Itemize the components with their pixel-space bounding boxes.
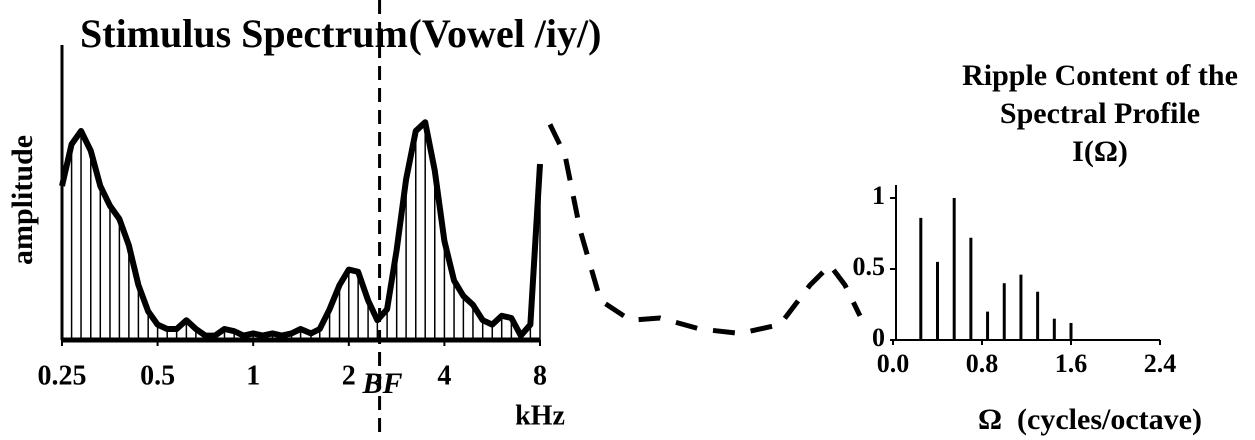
y-tick-label: 0: [872, 323, 885, 352]
x-axis-label: kHz: [515, 400, 565, 431]
bf-label: BF: [362, 367, 403, 400]
chart-title: I(Ω): [1072, 135, 1128, 168]
chart-title: Stimulus Spectrum: [80, 11, 408, 56]
spectrum-line: [547, 123, 863, 336]
chart-title: Ripple Content of the: [962, 59, 1238, 92]
x-tick-label: 4: [437, 360, 451, 391]
chart-title: Spectral Profile: [1000, 97, 1200, 130]
x-tick-label: 0.8: [966, 349, 999, 378]
spectrum-line: [59, 119, 543, 339]
x-tick-label: 1: [246, 360, 260, 391]
x-tick-label: 0.25: [38, 360, 87, 391]
x-tick-label: 0.5: [140, 360, 175, 391]
x-tick-label: 2: [342, 360, 356, 391]
y-tick-label: 1: [872, 181, 885, 210]
y-tick-label: 0.5: [853, 252, 886, 281]
x-tick-label: 8: [533, 360, 547, 391]
x-axis-label: Ω (cycles/octave): [978, 403, 1202, 436]
chart-subtitle: (Vowel /iy/): [409, 11, 602, 56]
x-tick-label: 1.6: [1055, 349, 1088, 378]
x-tick-label: 0.0: [877, 349, 910, 378]
x-tick-label: 2.4: [1144, 349, 1177, 378]
y-axis-label: amplitude: [6, 135, 39, 265]
